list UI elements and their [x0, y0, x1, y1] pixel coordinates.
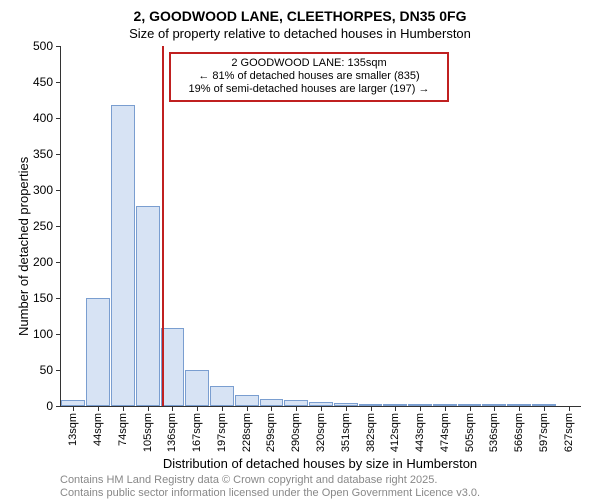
- x-tick: [470, 406, 471, 411]
- chart-title-sub: Size of property relative to detached ho…: [0, 24, 600, 41]
- x-tick-label: 474sqm: [439, 413, 451, 452]
- y-tick: [56, 118, 61, 119]
- x-tick-label: 44sqm: [92, 413, 104, 446]
- footer-line-2: Contains public sector information licen…: [60, 487, 480, 500]
- annotation-line-2: 19% of semi-detached houses are larger (…: [177, 83, 441, 96]
- x-tick: [371, 406, 372, 411]
- y-tick: [56, 406, 61, 407]
- reference-line: [162, 46, 164, 406]
- x-tick: [172, 406, 173, 411]
- x-tick-label: 320sqm: [315, 413, 327, 452]
- x-tick: [148, 406, 149, 411]
- y-tick: [56, 334, 61, 335]
- x-tick: [98, 406, 99, 411]
- annotation-box: 2 GOODWOOD LANE: 135sqm← 81% of detached…: [169, 52, 449, 102]
- x-tick: [395, 406, 396, 411]
- x-tick-label: 197sqm: [216, 413, 228, 452]
- y-tick-label: 300: [33, 183, 53, 197]
- x-tick-label: 443sqm: [414, 413, 426, 452]
- x-tick-label: 351sqm: [340, 413, 352, 452]
- x-tick-label: 228sqm: [241, 413, 253, 452]
- footer-line-1: Contains HM Land Registry data © Crown c…: [60, 474, 480, 487]
- y-tick-label: 200: [33, 255, 53, 269]
- x-axis-label: Distribution of detached houses by size …: [60, 456, 580, 471]
- x-tick: [544, 406, 545, 411]
- x-tick: [73, 406, 74, 411]
- histogram-bar: [210, 386, 234, 406]
- y-tick: [56, 298, 61, 299]
- y-axis-label: Number of detached properties: [16, 157, 31, 336]
- y-tick-label: 0: [46, 399, 53, 413]
- histogram-bar: [111, 105, 135, 406]
- x-tick-label: 536sqm: [488, 413, 500, 452]
- annotation-line-1: ← 81% of detached houses are smaller (83…: [177, 70, 441, 83]
- y-tick: [56, 226, 61, 227]
- x-tick-label: 505sqm: [464, 413, 476, 452]
- x-tick-label: 412sqm: [389, 413, 401, 452]
- y-tick-label: 400: [33, 111, 53, 125]
- histogram-bar: [185, 370, 209, 406]
- x-tick-label: 74sqm: [117, 413, 129, 446]
- y-tick: [56, 262, 61, 263]
- x-tick-label: 136sqm: [166, 413, 178, 452]
- x-tick: [321, 406, 322, 411]
- y-tick: [56, 190, 61, 191]
- annotation-title: 2 GOODWOOD LANE: 135sqm: [177, 57, 441, 70]
- x-tick: [247, 406, 248, 411]
- plot-area: 05010015020025030035040045050013sqm44sqm…: [60, 46, 581, 407]
- x-tick: [346, 406, 347, 411]
- x-tick-label: 259sqm: [265, 413, 277, 452]
- chart-container: 2, GOODWOOD LANE, CLEETHORPES, DN35 0FG …: [0, 0, 600, 500]
- x-tick-label: 382sqm: [365, 413, 377, 452]
- x-tick-label: 627sqm: [563, 413, 575, 452]
- x-tick: [197, 406, 198, 411]
- x-tick: [123, 406, 124, 411]
- x-tick-label: 597sqm: [538, 413, 550, 452]
- y-tick-label: 100: [33, 327, 53, 341]
- x-tick-label: 167sqm: [191, 413, 203, 452]
- y-tick-label: 500: [33, 39, 53, 53]
- y-tick-label: 350: [33, 147, 53, 161]
- x-tick: [494, 406, 495, 411]
- x-tick: [445, 406, 446, 411]
- y-tick: [56, 154, 61, 155]
- x-tick-label: 105sqm: [142, 413, 154, 452]
- x-tick: [519, 406, 520, 411]
- x-tick-label: 13sqm: [67, 413, 79, 446]
- x-tick: [569, 406, 570, 411]
- histogram-bar: [86, 298, 110, 406]
- histogram-bar: [136, 206, 160, 406]
- chart-title-main: 2, GOODWOOD LANE, CLEETHORPES, DN35 0FG: [0, 0, 600, 24]
- y-tick-label: 50: [40, 363, 53, 377]
- histogram-bar: [260, 399, 284, 406]
- x-tick: [222, 406, 223, 411]
- x-tick-label: 566sqm: [513, 413, 525, 452]
- x-tick-label: 290sqm: [290, 413, 302, 452]
- y-tick-label: 150: [33, 291, 53, 305]
- y-tick-label: 450: [33, 75, 53, 89]
- histogram-bar: [235, 395, 259, 406]
- x-tick: [271, 406, 272, 411]
- x-tick: [420, 406, 421, 411]
- footer-attribution: Contains HM Land Registry data © Crown c…: [60, 474, 480, 500]
- x-tick: [296, 406, 297, 411]
- y-tick-label: 250: [33, 219, 53, 233]
- y-tick: [56, 370, 61, 371]
- y-tick: [56, 46, 61, 47]
- y-tick: [56, 82, 61, 83]
